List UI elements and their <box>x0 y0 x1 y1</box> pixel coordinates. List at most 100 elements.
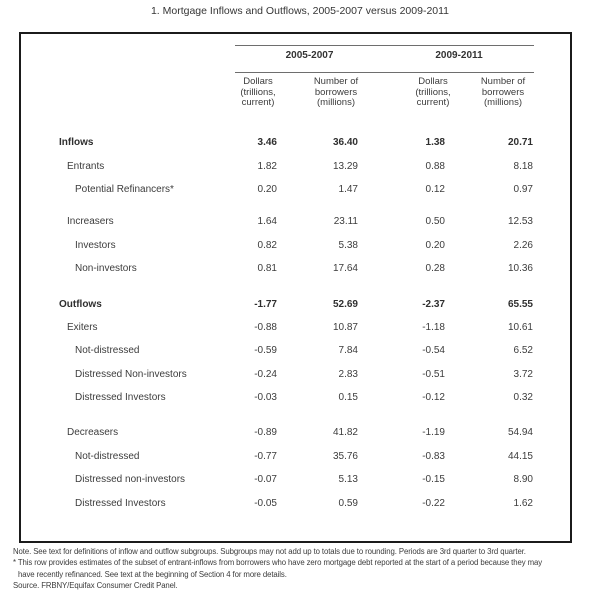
table-row: Increasers 1.64 23.11 0.50 12.53 <box>21 210 570 233</box>
cell-value: -0.07 <box>254 474 277 486</box>
table-row: Distressed Investors -0.05 0.59 -0.22 1.62 <box>21 491 570 514</box>
table-row: Entrants 1.82 13.29 0.88 8.18 <box>21 154 570 177</box>
cell-value: -0.89 <box>254 427 277 439</box>
cell-value: 1.62 <box>513 497 533 509</box>
cell-value: 13.29 <box>332 160 358 172</box>
table-title: 1. Mortgage Inflows and Outflows, 2005-2… <box>150 5 450 17</box>
cell-value: 0.15 <box>338 392 358 404</box>
cell-value: 44.15 <box>507 450 533 462</box>
cell-value: 0.88 <box>425 160 445 172</box>
row-spacer <box>21 280 570 292</box>
header-rule-top <box>235 45 534 46</box>
table-row: Inflows 3.46 36.40 1.38 20.71 <box>21 131 570 154</box>
row-label: Entrants <box>67 160 105 172</box>
cell-value: -1.77 <box>254 298 277 310</box>
cell-value: 23.11 <box>333 216 358 228</box>
column-header-borrowers-1: Number of borrowers (millions) <box>313 76 359 108</box>
cell-value: 0.12 <box>425 183 445 195</box>
cell-value: -0.59 <box>254 345 277 357</box>
cell-value: -0.77 <box>254 450 277 462</box>
table-row: Distressed Non-investors -0.24 2.83 -0.51 3.… <box>21 363 570 386</box>
cell-value: -0.88 <box>254 321 277 333</box>
row-spacer <box>21 409 570 421</box>
column-header-dollars-1: Dollars (trillions, current) <box>240 76 276 108</box>
cell-value: 35.76 <box>332 450 358 462</box>
cell-value: 0.81 <box>257 263 277 275</box>
row-label: Outflows <box>59 298 102 310</box>
cell-value: -0.51 <box>422 368 445 380</box>
row-label: Increasers <box>67 216 114 228</box>
note-text: Note. See text for definitions of inflow… <box>13 547 526 556</box>
cell-value: 0.20 <box>257 183 277 195</box>
cell-value: 2.26 <box>513 239 533 251</box>
cell-value: 17.64 <box>332 263 358 275</box>
cell-value: 41.82 <box>332 427 358 439</box>
footnote-line-1: * This row provides estimates of the sub… <box>13 558 543 568</box>
table-row: Distressed non-investors -0.07 5.13 -0.15 8.… <box>21 468 570 491</box>
cell-value: 36.40 <box>332 137 358 149</box>
cell-value: 65.55 <box>507 298 533 310</box>
cell-value: 10.87 <box>332 321 358 333</box>
cell-value: 7.84 <box>338 345 358 357</box>
cell-value: -0.24 <box>254 368 277 380</box>
column-group-row: 2005-2007 2009-2011 <box>235 50 534 61</box>
table-row: Distressed Investors -0.03 0.15 -0.12 0.32 <box>21 386 570 409</box>
cell-value: 2.83 <box>338 368 358 380</box>
cell-value: 5.13 <box>338 474 358 486</box>
row-label: Decreasers <box>67 427 119 439</box>
row-label: Potential Refinancers* <box>75 183 174 195</box>
column-header-borrowers-2: Number of borrowers (millions) <box>480 76 526 108</box>
cell-value: 8.18 <box>513 160 533 172</box>
row-label: Non-investors <box>75 263 137 275</box>
cell-value: -2.37 <box>422 298 445 310</box>
table-row: Non-investors 0.81 17.64 0.28 10.36 <box>21 257 570 280</box>
column-group-2009-2011: 2009-2011 <box>435 50 483 61</box>
cell-value: 1.47 <box>338 183 358 195</box>
cell-value: 0.32 <box>513 392 533 404</box>
cell-value: 20.71 <box>507 137 533 149</box>
table-frame: 2005-2007 2009-2011 Dollars (trillions, … <box>19 32 572 543</box>
column-group-2005-2007: 2005-2007 <box>285 50 334 61</box>
table-row: Potential Refinancers* 0.20 1.47 0.12 0.97 <box>21 178 570 201</box>
table-row: Decreasers -0.89 41.82 -1.19 54.94 <box>21 421 570 444</box>
footnote-line-2: have recently refinanced. See text at th… <box>18 569 287 579</box>
row-label: Inflows <box>59 137 94 149</box>
table-row: Investors 0.82 5.38 0.20 2.26 <box>21 234 570 257</box>
cell-value: 0.20 <box>425 239 445 251</box>
cell-value: 54.94 <box>507 427 533 439</box>
row-label: Distressed non-investors <box>75 474 186 486</box>
table-row: Not-distressed -0.59 7.84 -0.54 6.52 <box>21 339 570 362</box>
row-label: Distressed Investors <box>75 497 166 509</box>
cell-value: -0.83 <box>422 450 445 462</box>
row-spacer <box>21 201 570 210</box>
cell-value: 0.50 <box>425 216 445 228</box>
cell-value: -0.03 <box>254 392 277 404</box>
cell-value: 0.97 <box>513 183 533 195</box>
cell-value: 3.72 <box>513 368 533 380</box>
cell-value: 3.46 <box>257 137 277 149</box>
cell-value: -0.54 <box>422 345 445 357</box>
notes: Note. See text for definitions of inflow… <box>13 546 542 591</box>
source-text: Source. FRBNY/Equifax Consumer Credit Pa… <box>13 580 178 590</box>
cell-value: 1.64 <box>257 216 277 228</box>
cell-value: 5.38 <box>338 239 358 251</box>
table-body: Inflows 3.46 36.40 1.38 20.71 Entrants 1.82 13.… <box>21 131 570 515</box>
cell-value: 10.36 <box>507 263 533 275</box>
cell-value: 0.82 <box>257 239 277 251</box>
cell-value: 8.90 <box>513 474 533 486</box>
row-label: Distressed Non-investors <box>75 368 187 380</box>
row-label: Not-distressed <box>75 345 140 357</box>
cell-value: 1.38 <box>425 137 445 149</box>
table-row: Outflows -1.77 52.69 -2.37 65.55 <box>21 292 570 315</box>
cell-value: 1.82 <box>257 160 277 172</box>
cell-value: -0.15 <box>422 474 445 486</box>
cell-value: -1.19 <box>422 427 445 439</box>
table-row: Not-distressed -0.77 35.76 -0.83 44.15 <box>21 445 570 468</box>
cell-value: -0.05 <box>254 497 277 509</box>
row-label: Exiters <box>67 321 98 333</box>
cell-value: -0.22 <box>422 497 445 509</box>
cell-value: -0.12 <box>422 392 445 404</box>
table-row: Exiters -0.88 10.87 -1.18 10.61 <box>21 316 570 339</box>
cell-value: 6.52 <box>513 345 533 357</box>
